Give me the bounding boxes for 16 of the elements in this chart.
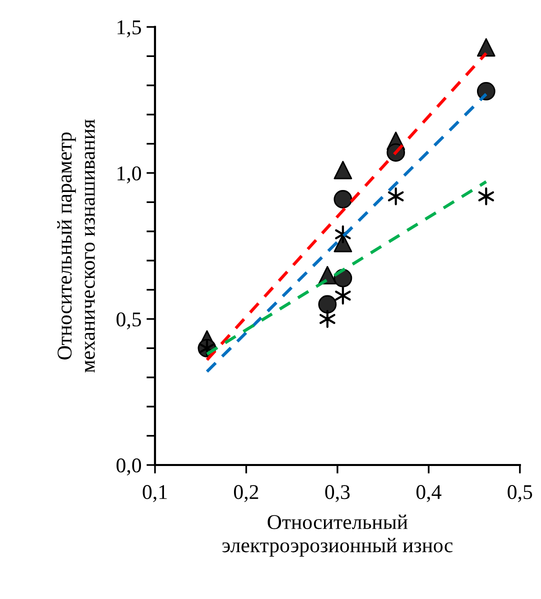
point [334, 190, 352, 208]
y-tick-label: 0,0 [116, 458, 142, 476]
x-axis-title: Относительный электроэрозионный износ [222, 514, 453, 557]
y-tick-label: 1,0 [118, 166, 142, 184]
point [476, 82, 496, 100]
x-tick-label: 0,1 [142, 485, 167, 502]
x-tick-label: 0,5 [508, 485, 532, 502]
y-tick-label: 0,5 [116, 312, 141, 330]
y-axis-title: Относительный параметр механического изнашивания [57, 119, 95, 373]
x-tick-label: 0,2 [234, 485, 258, 502]
x-tick-label: 0,3 [325, 485, 350, 502]
point [476, 38, 496, 57]
point [334, 160, 352, 180]
y-tick-label: 1,5 [118, 20, 141, 38]
x-tick-label: 0,4 [416, 485, 442, 502]
point [318, 295, 337, 314]
